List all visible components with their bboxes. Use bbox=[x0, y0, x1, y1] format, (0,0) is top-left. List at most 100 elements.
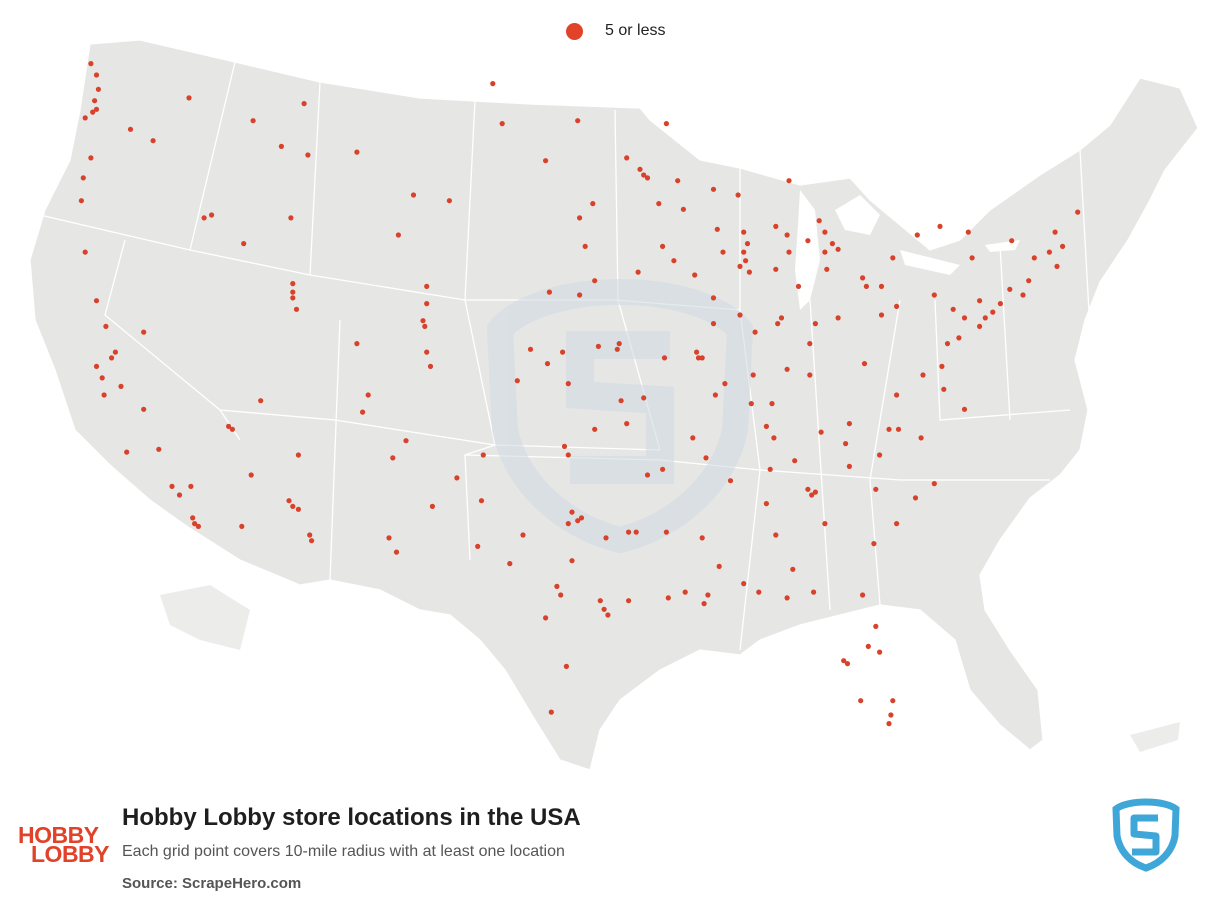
store-marker bbox=[816, 218, 822, 224]
store-marker bbox=[239, 523, 245, 530]
store-marker bbox=[201, 215, 207, 221]
store-marker bbox=[565, 521, 571, 527]
store-marker bbox=[695, 355, 702, 361]
store-marker bbox=[918, 435, 924, 441]
store-marker bbox=[603, 535, 609, 541]
store-marker bbox=[635, 269, 641, 275]
store-marker bbox=[941, 386, 947, 392]
store-marker bbox=[822, 521, 828, 527]
store-marker bbox=[982, 315, 988, 321]
store-marker bbox=[582, 243, 588, 249]
store-marker bbox=[286, 498, 292, 504]
store-marker bbox=[424, 349, 430, 355]
watermark-shield bbox=[486, 278, 754, 554]
store-marker bbox=[554, 583, 560, 590]
store-marker bbox=[694, 349, 700, 355]
store-marker bbox=[427, 363, 434, 369]
store-marker bbox=[663, 529, 670, 535]
store-marker bbox=[112, 349, 118, 355]
store-marker bbox=[860, 275, 866, 281]
legend-marker-icon bbox=[566, 22, 583, 40]
store-marker bbox=[886, 721, 892, 727]
store-marker bbox=[939, 363, 945, 369]
store-marker bbox=[644, 472, 651, 478]
store-marker bbox=[835, 315, 841, 321]
store-marker bbox=[103, 323, 109, 329]
store-marker bbox=[778, 315, 785, 321]
store-marker bbox=[675, 178, 681, 184]
store-marker bbox=[290, 289, 296, 295]
store-marker bbox=[514, 378, 520, 384]
store-markers bbox=[78, 61, 1081, 727]
store-marker bbox=[422, 323, 428, 329]
store-marker bbox=[1020, 292, 1026, 298]
store-marker bbox=[741, 229, 747, 235]
store-marker bbox=[626, 598, 632, 604]
store-marker bbox=[618, 398, 624, 404]
store-marker bbox=[575, 118, 581, 124]
store-marker bbox=[390, 455, 396, 461]
store-marker bbox=[784, 366, 790, 372]
store-marker bbox=[250, 118, 256, 124]
store-marker bbox=[527, 346, 534, 352]
store-marker bbox=[744, 241, 751, 247]
store-marker bbox=[784, 595, 790, 601]
store-marker bbox=[873, 623, 879, 630]
store-marker bbox=[805, 486, 811, 492]
store-marker bbox=[93, 72, 100, 78]
store-marker bbox=[597, 598, 603, 604]
store-marker bbox=[656, 201, 662, 207]
store-marker bbox=[546, 289, 553, 295]
store-marker bbox=[209, 212, 215, 218]
store-marker bbox=[877, 649, 883, 655]
store-marker bbox=[741, 249, 747, 255]
store-marker bbox=[520, 532, 526, 538]
store-marker bbox=[714, 226, 720, 232]
source-value: ScrapeHero.com bbox=[182, 875, 302, 892]
store-marker bbox=[886, 426, 892, 432]
store-marker bbox=[354, 341, 360, 347]
store-marker bbox=[860, 592, 866, 598]
store-marker bbox=[93, 298, 100, 304]
store-marker bbox=[671, 258, 677, 264]
store-marker bbox=[858, 698, 864, 704]
store-marker bbox=[82, 249, 88, 255]
store-marker bbox=[446, 198, 452, 204]
store-marker bbox=[805, 238, 811, 244]
store-marker bbox=[577, 292, 583, 298]
store-marker bbox=[737, 312, 743, 318]
store-marker bbox=[894, 392, 900, 398]
store-marker bbox=[690, 435, 696, 441]
store-marker bbox=[846, 421, 853, 427]
store-marker bbox=[843, 441, 849, 447]
store-marker bbox=[727, 478, 734, 484]
store-marker bbox=[750, 372, 756, 378]
store-marker bbox=[624, 155, 630, 161]
store-marker bbox=[712, 392, 719, 398]
store-marker bbox=[190, 515, 196, 521]
store-marker bbox=[365, 392, 371, 398]
store-marker bbox=[78, 198, 84, 204]
store-marker bbox=[743, 258, 749, 264]
store-marker bbox=[944, 341, 951, 347]
store-marker bbox=[548, 709, 554, 715]
store-marker bbox=[307, 532, 313, 538]
store-marker bbox=[795, 283, 802, 289]
store-marker bbox=[595, 343, 602, 349]
store-marker bbox=[424, 301, 430, 307]
store-marker bbox=[663, 121, 670, 127]
store-marker bbox=[420, 318, 426, 324]
store-marker bbox=[990, 309, 996, 315]
store-marker bbox=[720, 249, 726, 255]
store-marker bbox=[701, 601, 707, 607]
store-marker bbox=[480, 452, 486, 458]
store-marker bbox=[716, 563, 722, 570]
store-marker bbox=[258, 398, 264, 404]
store-marker bbox=[878, 312, 885, 318]
store-marker bbox=[641, 172, 647, 178]
store-marker bbox=[863, 283, 870, 289]
hobby-lobby-logo: HOBBY LOBBY bbox=[18, 824, 110, 866]
store-marker bbox=[865, 643, 871, 650]
store-marker bbox=[578, 515, 585, 521]
store-marker bbox=[293, 306, 300, 312]
